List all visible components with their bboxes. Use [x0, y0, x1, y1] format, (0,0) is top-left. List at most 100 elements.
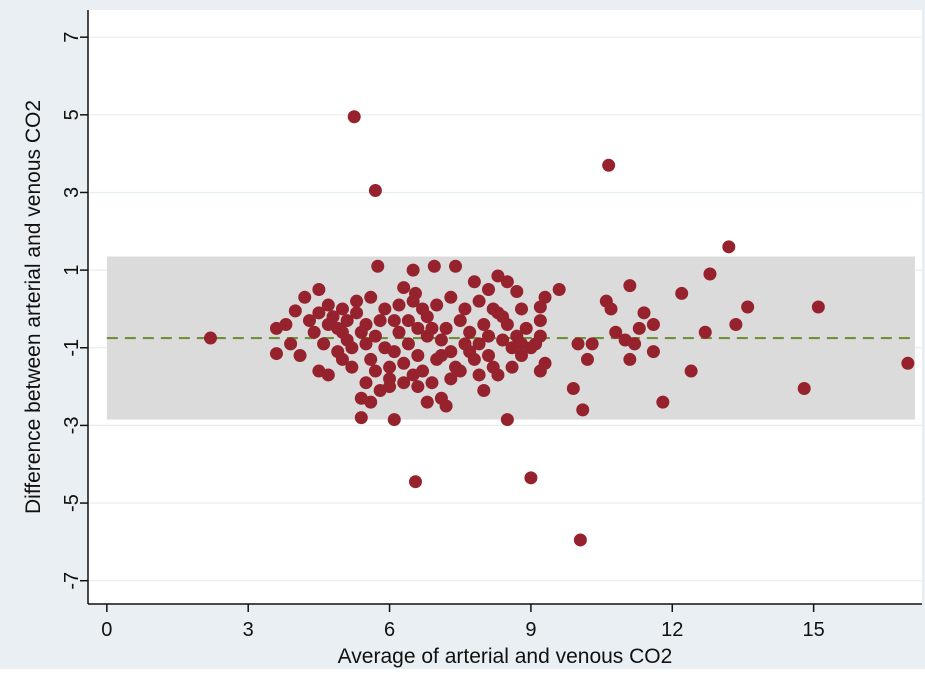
data-point — [383, 360, 397, 374]
data-point — [901, 356, 915, 370]
data-point — [585, 337, 599, 351]
data-point — [408, 475, 422, 489]
data-point — [420, 395, 434, 409]
data-point — [269, 321, 283, 335]
data-point — [505, 341, 519, 355]
data-point — [533, 300, 547, 314]
data-point — [472, 337, 486, 351]
data-point — [514, 302, 528, 316]
data-point — [387, 314, 401, 328]
data-point — [573, 533, 587, 547]
data-point — [467, 275, 481, 289]
data-point — [656, 395, 670, 409]
data-point — [703, 267, 717, 281]
data-point — [397, 281, 411, 295]
x-tick-label: 0 — [101, 619, 112, 641]
data-point — [482, 329, 496, 343]
data-point — [368, 184, 382, 198]
data-point — [321, 368, 335, 382]
data-point — [397, 356, 411, 370]
y-tick-label: 5 — [61, 109, 83, 120]
data-point — [368, 329, 382, 343]
data-point — [453, 314, 467, 328]
axes — [87, 10, 922, 605]
data-point — [378, 302, 392, 316]
data-point — [345, 360, 359, 374]
y-axis-ticks: -7 -5 -3 -1 1 3 5 7 — [61, 32, 88, 590]
data-point — [397, 376, 411, 390]
data-point — [811, 300, 825, 314]
data-point — [340, 314, 354, 328]
data-point — [425, 376, 439, 390]
data-point — [646, 317, 660, 331]
data-point — [632, 321, 646, 335]
data-point — [383, 380, 397, 394]
data-point — [312, 283, 326, 297]
data-point — [496, 310, 510, 324]
data-point — [618, 333, 632, 347]
data-point — [684, 364, 698, 378]
data-point — [350, 306, 364, 320]
data-point — [538, 356, 552, 370]
data-point — [472, 368, 486, 382]
data-point — [797, 382, 811, 396]
data-point — [458, 302, 472, 316]
data-point — [698, 325, 712, 339]
y-tick-label: -5 — [61, 494, 83, 512]
data-point — [331, 345, 345, 359]
y-axis-title: Difference between arterial and venous C… — [22, 100, 45, 514]
data-point — [321, 298, 335, 312]
y-tick-label: 7 — [61, 32, 83, 43]
data-point — [533, 314, 547, 328]
data-point — [406, 294, 420, 308]
data-point — [472, 294, 486, 308]
data-point — [434, 349, 448, 363]
data-point — [411, 349, 425, 363]
data-point — [491, 269, 505, 283]
x-tick-label: 15 — [803, 619, 825, 641]
data-point — [430, 298, 444, 312]
data-point — [623, 352, 637, 366]
data-point — [307, 325, 321, 339]
data-point — [401, 337, 415, 351]
data-point — [646, 345, 660, 359]
data-point — [371, 259, 385, 273]
data-point — [406, 263, 420, 277]
data-point — [529, 337, 543, 351]
data-point — [434, 333, 448, 347]
data-point — [722, 240, 736, 254]
y-tick-label: 3 — [61, 187, 83, 198]
data-point — [576, 403, 590, 417]
data-point — [637, 306, 651, 320]
data-point — [373, 314, 387, 328]
data-point — [345, 341, 359, 355]
data-point — [416, 302, 430, 316]
data-point — [293, 349, 307, 363]
data-point — [354, 391, 368, 405]
data-point — [269, 347, 283, 361]
x-tick-label: 9 — [525, 619, 536, 641]
data-point — [392, 325, 406, 339]
data-point — [204, 331, 218, 345]
data-point — [729, 317, 743, 331]
y-tick-label: -1 — [61, 339, 83, 357]
data-point — [359, 376, 373, 390]
data-point — [510, 284, 524, 298]
data-point — [368, 364, 382, 378]
data-point — [312, 306, 326, 320]
y-tick-label: -7 — [61, 572, 83, 590]
data-point — [364, 290, 378, 304]
x-axis-title: Average of arterial and venous CO2 — [338, 645, 673, 668]
data-point — [288, 304, 302, 318]
data-point — [449, 360, 463, 374]
data-point — [347, 110, 361, 124]
data-point — [463, 345, 477, 359]
data-point — [500, 413, 514, 427]
data-point — [741, 300, 755, 314]
data-point — [609, 325, 623, 339]
data-point — [477, 383, 491, 397]
data-point — [571, 337, 585, 351]
data-point — [427, 259, 441, 273]
data-point — [552, 283, 566, 297]
data-point — [354, 325, 368, 339]
